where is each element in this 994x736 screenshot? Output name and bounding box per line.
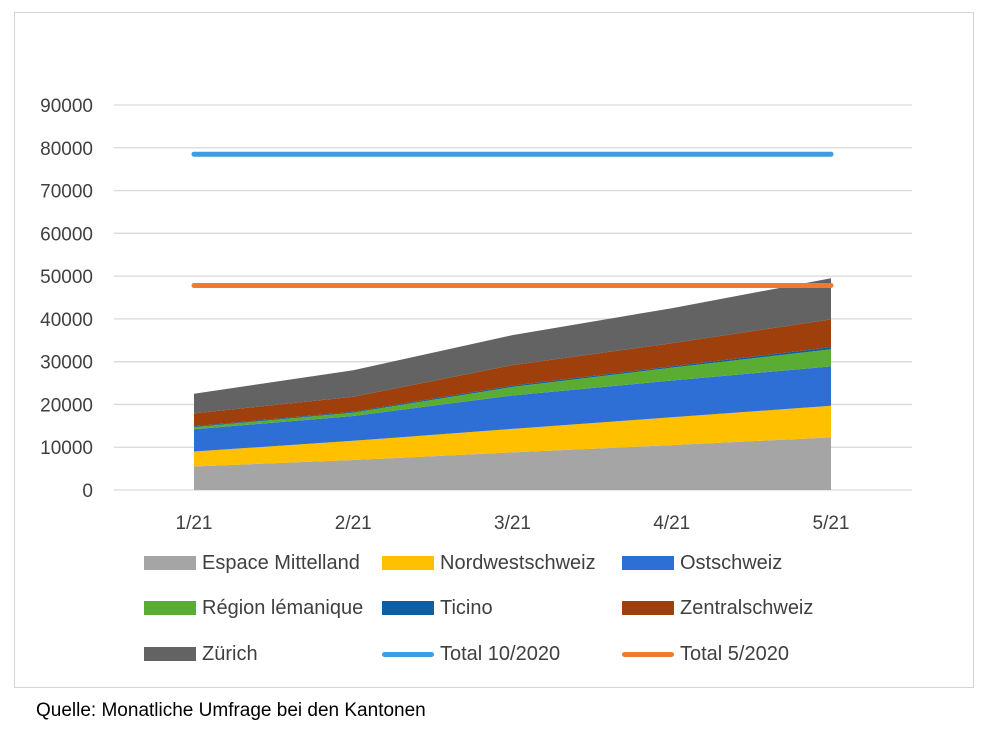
legend-swatch: [622, 556, 674, 570]
legend-item-ostschweiz: Ostschweiz: [622, 548, 782, 578]
legend-item-zurich: Zürich: [144, 639, 258, 669]
legend-label: Zürich: [202, 642, 258, 665]
legend-item-espace-mittelland: Espace Mittelland: [144, 548, 360, 578]
legend-label: Total 5/2020: [680, 642, 789, 665]
chart-legend: Espace Mittelland Nordwestschweiz Ostsch…: [144, 548, 844, 678]
legend-item-zentralschweiz: Zentralschweiz: [622, 593, 813, 623]
y-tick-label: 90000: [40, 96, 93, 117]
area-espace-mittelland: [194, 437, 831, 490]
legend-label: Ticino: [440, 596, 493, 619]
legend-line: [622, 651, 674, 657]
legend-item-total-10-2020: Total 10/2020: [382, 639, 560, 669]
y-tick-label: 60000: [40, 224, 93, 245]
legend-swatch: [622, 601, 674, 615]
y-tick-label: 80000: [40, 139, 93, 160]
legend-swatch: [144, 601, 196, 615]
legend-item-total-5-2020: Total 5/2020: [622, 639, 789, 669]
tick-layer: 0 10000 20000 30000 40000 50000 60000 70000 8000…: [40, 96, 849, 534]
legend-label: Zentralschweiz: [680, 596, 814, 619]
legend-item-ticino: Ticino: [382, 593, 493, 623]
legend-item-nordwestschweiz: Nordwestschweiz: [382, 548, 596, 578]
x-tick-label: 5/21: [813, 513, 850, 534]
legend-label: Région lémanique: [202, 596, 364, 619]
x-tick-label: 1/21: [176, 513, 213, 534]
reference-line-layer: [191, 151, 834, 289]
y-tick-label: 40000: [40, 310, 93, 331]
legend-label: Ostschweiz: [680, 551, 783, 574]
legend-item-region-lemanique: Région lémanique: [144, 593, 363, 623]
legend-label: Nordwestschweiz: [440, 551, 596, 574]
legend-line: [382, 651, 434, 657]
source-note: Quelle: Monatliche Umfrage bei den Kanto…: [36, 700, 426, 721]
x-tick-label: 3/21: [494, 513, 531, 534]
y-tick-label: 0: [82, 481, 93, 502]
y-tick-label: 10000: [40, 438, 93, 459]
legend-swatch: [382, 601, 434, 615]
area-layer: [194, 278, 831, 490]
area-nordwestschweiz: [194, 405, 831, 467]
x-tick-label: 2/21: [335, 513, 372, 534]
legend-swatch: [144, 556, 196, 570]
area-region-lemanique: [194, 349, 831, 430]
legend-swatch: [382, 556, 434, 570]
legend-label: Total 10/2020: [440, 642, 561, 665]
area-zurich: [194, 278, 831, 414]
area-ostschweiz: [194, 366, 831, 452]
y-tick-label: 20000: [40, 395, 93, 416]
y-tick-label: 70000: [40, 182, 93, 203]
y-tick-label: 30000: [40, 353, 93, 374]
y-tick-label: 50000: [40, 267, 93, 288]
legend-swatch: [144, 647, 196, 661]
x-tick-label: 4/21: [653, 513, 690, 534]
legend-label: Espace Mittelland: [202, 551, 360, 574]
area-ticino: [194, 347, 831, 428]
area-zentralschweiz: [194, 319, 831, 427]
